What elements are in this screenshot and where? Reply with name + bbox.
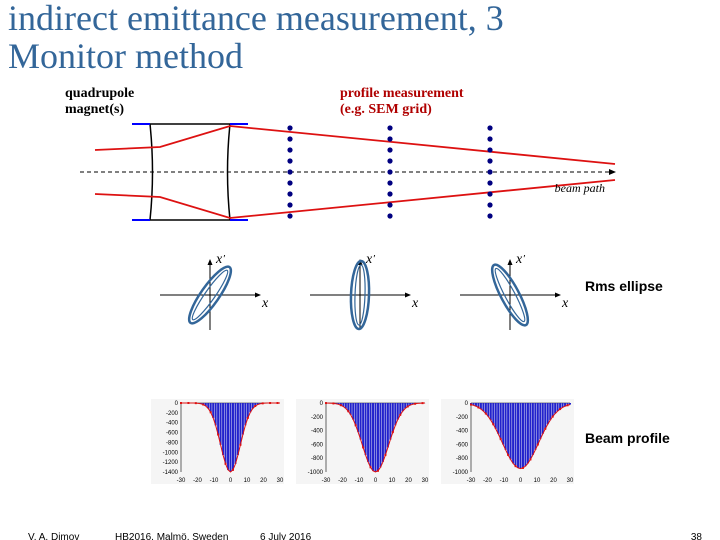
- title-line2: Monitor method: [8, 36, 243, 76]
- svg-text:-200: -200: [166, 411, 179, 417]
- svg-text:-10: -10: [355, 478, 364, 484]
- svg-text:-200: -200: [311, 415, 324, 421]
- svg-text:20: 20: [550, 478, 557, 484]
- svg-text:-1000: -1000: [308, 470, 324, 476]
- svg-text:-800: -800: [311, 456, 324, 462]
- svg-text:-30: -30: [467, 478, 476, 484]
- svg-text:30: 30: [422, 478, 429, 484]
- svg-text:-20: -20: [338, 478, 347, 484]
- svg-text:-200: -200: [456, 415, 469, 421]
- svg-text:x: x: [411, 296, 419, 311]
- svg-text:10: 10: [244, 478, 251, 484]
- svg-text:-1000: -1000: [163, 450, 179, 456]
- phase-space-ellipses: x x′ x x′ x x′: [140, 255, 580, 335]
- svg-text:-20: -20: [193, 478, 202, 484]
- svg-text:beam path: beam path: [555, 181, 605, 195]
- svg-text:magnet(s): magnet(s): [65, 102, 124, 117]
- svg-text:-1000: -1000: [453, 470, 469, 476]
- title-line1: indirect emittance measurement, 3: [8, 0, 504, 38]
- svg-text:quadrupole: quadrupole: [65, 86, 134, 101]
- profile-plot-3: -1000-800-600-400-2000-30-20-100102030: [440, 398, 575, 483]
- beam-profile-row: -1400-1200-1000-800-600-400-2000-30-20-1…: [150, 398, 570, 483]
- svg-text:-400: -400: [311, 429, 324, 435]
- svg-text:x′: x′: [365, 255, 376, 267]
- svg-text:-600: -600: [311, 442, 324, 448]
- svg-text:x: x: [561, 296, 569, 311]
- svg-text:-400: -400: [456, 429, 469, 435]
- svg-text:-30: -30: [322, 478, 331, 484]
- svg-text:30: 30: [567, 478, 574, 484]
- svg-text:-400: -400: [166, 421, 179, 427]
- svg-text:-800: -800: [166, 440, 179, 446]
- footer-date: 6 July 2016: [260, 532, 311, 540]
- svg-text:x′: x′: [215, 255, 226, 267]
- beamline-diagram: quadrupolemagnet(s) profile measurement(e…: [60, 82, 660, 242]
- svg-text:-800: -800: [456, 456, 469, 462]
- svg-text:profile measurement: profile measurement: [340, 86, 464, 101]
- svg-text:x: x: [261, 296, 269, 311]
- footer-author: V. A. Dimov: [28, 532, 79, 540]
- beam-profile-label: Beam profile: [585, 430, 670, 446]
- svg-text:-30: -30: [177, 478, 186, 484]
- svg-text:-600: -600: [166, 431, 179, 437]
- slide-title: indirect emittance measurement, 3 Monito…: [8, 0, 504, 76]
- profile-plot-2: -1000-800-600-400-2000-30-20-100102030: [295, 398, 430, 483]
- footer-page: 38: [691, 532, 702, 540]
- svg-text:-20: -20: [483, 478, 492, 484]
- svg-text:30: 30: [277, 478, 284, 484]
- svg-text:-10: -10: [500, 478, 509, 484]
- svg-text:x′: x′: [515, 255, 526, 267]
- profile-plot-1: -1400-1200-1000-800-600-400-2000-30-20-1…: [150, 398, 285, 483]
- svg-text:10: 10: [534, 478, 541, 484]
- svg-text:-1200: -1200: [163, 460, 179, 466]
- svg-text:-1400: -1400: [163, 470, 179, 476]
- svg-text:20: 20: [405, 478, 412, 484]
- svg-text:10: 10: [389, 478, 396, 484]
- svg-text:-10: -10: [210, 478, 219, 484]
- svg-text:-600: -600: [456, 442, 469, 448]
- svg-text:20: 20: [260, 478, 267, 484]
- rms-ellipse-label: Rms ellipse: [585, 278, 663, 294]
- footer-venue: HB2016, Malmö, Sweden: [115, 532, 228, 540]
- svg-text:(e.g. SEM grid): (e.g. SEM grid): [340, 102, 432, 117]
